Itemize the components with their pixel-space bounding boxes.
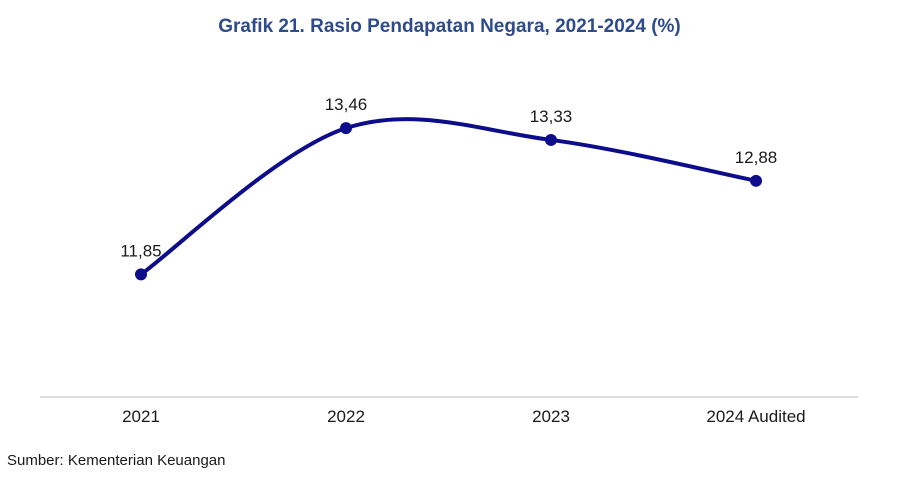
data-point-2024-audited <box>750 174 762 187</box>
data-point-2021 <box>135 268 147 281</box>
x-tick-label: 2021 <box>122 407 160 426</box>
x-tick-label: 2022 <box>327 407 365 426</box>
x-tick-label: 2023 <box>532 407 570 426</box>
x-tick-label: 2024 Audited <box>706 407 805 426</box>
data-label: 13,46 <box>325 95 368 114</box>
data-label: 11,85 <box>120 241 161 260</box>
x-tick-layer: 2021 2022 2023 2024 Audited <box>122 407 806 426</box>
source-note: Sumber: Kementerian Keuangan <box>7 452 226 469</box>
data-label-layer: 11,85 13,46 13,33 12,88 <box>120 95 777 260</box>
data-label: 12,88 <box>735 148 778 167</box>
data-point-2022 <box>340 122 352 135</box>
data-point-2023 <box>545 133 557 146</box>
chart-title: Grafik 21. Rasio Pendapatan Negara, 2021… <box>218 16 681 37</box>
data-label: 13,33 <box>530 107 573 126</box>
series-line <box>139 117 758 277</box>
series-layer <box>135 117 762 281</box>
